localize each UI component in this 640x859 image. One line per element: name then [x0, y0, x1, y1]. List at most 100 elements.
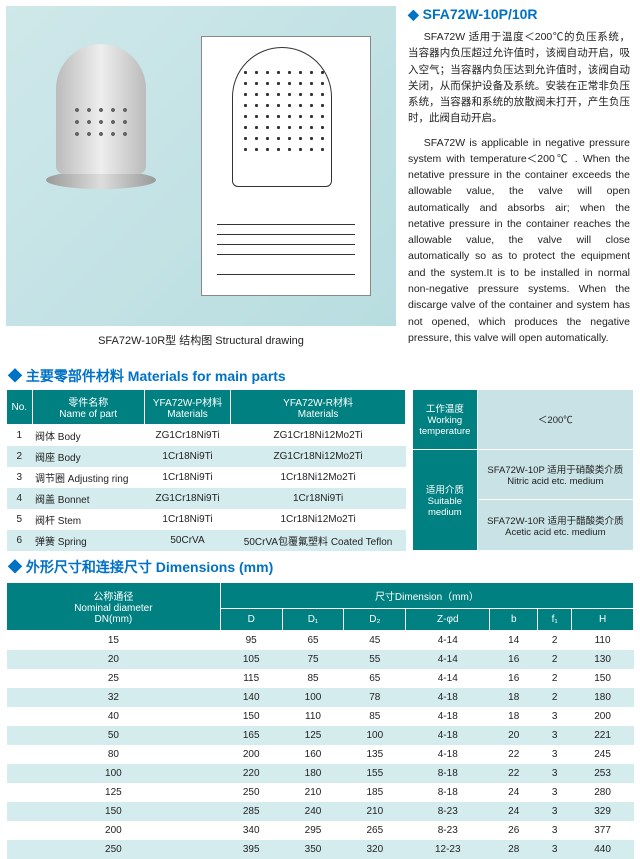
t3-cell: 85	[344, 707, 406, 726]
caption: SFA72W-10R型 结构图 Structural drawing	[6, 326, 396, 354]
t1-header: YFA72W-R材料Materials	[231, 390, 406, 425]
t3-cell: 26	[490, 821, 538, 840]
product-title: SFA72W-10P/10R	[408, 6, 630, 23]
t3-cell: 125	[282, 726, 344, 745]
t3-cell: 135	[344, 745, 406, 764]
t3-cell: 250	[220, 783, 282, 802]
conditions-table: 工作温度Workingtemperature＜200℃ 适用介质Suitable…	[412, 389, 634, 551]
t3-cell: 140	[220, 688, 282, 707]
t1-header: No.	[7, 390, 33, 425]
t1-cell: 50CrVA包覆氟塑料 Coated Teflon	[231, 530, 406, 551]
t3-cell: 220	[220, 764, 282, 783]
t3-header: b	[490, 609, 538, 631]
t3-cell: 12-23	[406, 840, 490, 859]
t3-cell: 4-18	[406, 707, 490, 726]
t3-header: H	[572, 609, 634, 631]
t1-cell: 1	[7, 425, 33, 447]
t3-cell: 20	[7, 650, 221, 669]
t1-cell: ZG1Cr18Ni9Ti	[144, 425, 230, 447]
wt-value: ＜200℃	[477, 390, 633, 450]
t3-cell: 2	[538, 669, 572, 688]
t3-cell: 50	[7, 726, 221, 745]
t3-cell: 185	[344, 783, 406, 802]
t1-header: YFA72W-P材料Materials	[144, 390, 230, 425]
t3-cell: 100	[282, 688, 344, 707]
t3-cell: 200	[7, 821, 221, 840]
t3-cell: 125	[7, 783, 221, 802]
t3-cell: 245	[572, 745, 634, 764]
t3-cell: 377	[572, 821, 634, 840]
t1-cell: 3	[7, 467, 33, 488]
t3-cell: 115	[220, 669, 282, 688]
t3-cell: 20	[490, 726, 538, 745]
t1-cell: 1Cr18Ni9Ti	[144, 446, 230, 467]
t3-header: D₂	[344, 609, 406, 631]
medium-r: SFA72W-10R 适用于醋酸类介质Acetic acid etc. medi…	[477, 500, 633, 551]
t1-cell: ZG1Cr18Ni12Mo2Ti	[231, 425, 406, 447]
t3-cell: 4-18	[406, 688, 490, 707]
t3-cell: 395	[220, 840, 282, 859]
t3-cell: 3	[538, 840, 572, 859]
t3-cell: 24	[490, 802, 538, 821]
t3-cell: 130	[572, 650, 634, 669]
t3-cell: 295	[282, 821, 344, 840]
t3-cell: 2	[538, 688, 572, 707]
t3-cell: 14	[490, 631, 538, 651]
t3-cell: 22	[490, 764, 538, 783]
t3-cell: 150	[572, 669, 634, 688]
t3-cell: 240	[282, 802, 344, 821]
t3-cell: 24	[490, 783, 538, 802]
t3-cell: 180	[572, 688, 634, 707]
t3-cell: 3	[538, 707, 572, 726]
t1-cell: 阀盖 Bonnet	[32, 488, 144, 509]
t3-cell: 16	[490, 669, 538, 688]
dimensions-table: 公称通径Nominal diameterDN(mm) 尺寸Dimension（m…	[6, 582, 634, 859]
valve-diagram	[201, 36, 371, 296]
t3-cell: 110	[572, 631, 634, 651]
t3-cell: 15	[7, 631, 221, 651]
t3-cell: 78	[344, 688, 406, 707]
t1-cell: 6	[7, 530, 33, 551]
t3-cell: 2	[538, 631, 572, 651]
t3-cell: 45	[344, 631, 406, 651]
t3-cell: 4-18	[406, 745, 490, 764]
t3-cell: 150	[7, 802, 221, 821]
t3-cell: 210	[282, 783, 344, 802]
t1-cell: 4	[7, 488, 33, 509]
t3-cell: 340	[220, 821, 282, 840]
t3-cell: 440	[572, 840, 634, 859]
t1-cell: 2	[7, 446, 33, 467]
t3-cell: 3	[538, 783, 572, 802]
t3-cell: 65	[344, 669, 406, 688]
t3-cell: 8-18	[406, 783, 490, 802]
t3-cell: 3	[538, 821, 572, 840]
t3-header: f₁	[538, 609, 572, 631]
t1-cell: 1Cr18Ni9Ti	[144, 467, 230, 488]
t3-cell: 100	[7, 764, 221, 783]
t3-cell: 4-14	[406, 650, 490, 669]
t3-cell: 253	[572, 764, 634, 783]
t3-cell: 4-18	[406, 726, 490, 745]
t1-cell: 1Cr18Ni12Mo2Ti	[231, 509, 406, 530]
t1-cell: 50CrVA	[144, 530, 230, 551]
t3-cell: 32	[7, 688, 221, 707]
t3-cell: 95	[220, 631, 282, 651]
t1-cell: ZG1Cr18Ni12Mo2Ti	[231, 446, 406, 467]
t3-cell: 160	[282, 745, 344, 764]
t3-cell: 200	[220, 745, 282, 764]
t3-cell: 3	[538, 764, 572, 783]
t3-cell: 3	[538, 726, 572, 745]
t1-cell: 阀杆 Stem	[32, 509, 144, 530]
t3-cell: 285	[220, 802, 282, 821]
t3-cell: 16	[490, 650, 538, 669]
t3-cell: 85	[282, 669, 344, 688]
materials-table: No.零件名称Name of partYFA72W-P材料MaterialsYF…	[6, 389, 406, 551]
t1-cell: 调节圈 Adjusting ring	[32, 467, 144, 488]
t3-cell: 8-23	[406, 802, 490, 821]
t1-cell: 1Cr18Ni9Ti	[144, 509, 230, 530]
t3-cell: 25	[7, 669, 221, 688]
t3-cell: 280	[572, 783, 634, 802]
medium-label: 适用介质Suitablemedium	[413, 449, 478, 550]
t3-cell: 100	[344, 726, 406, 745]
t3-cell: 28	[490, 840, 538, 859]
